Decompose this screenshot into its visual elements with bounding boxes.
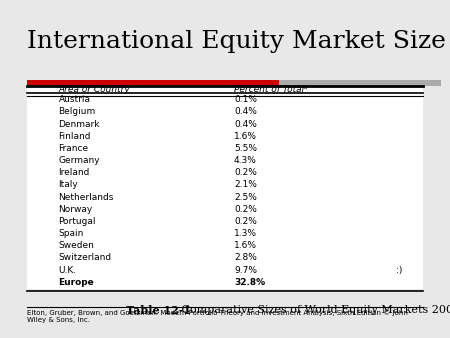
Text: 0.2%: 0.2% bbox=[234, 168, 257, 177]
Bar bbox=[27, 86, 423, 289]
Text: Europe: Europe bbox=[58, 278, 94, 287]
Text: Finland: Finland bbox=[58, 132, 91, 141]
Bar bbox=[279, 80, 441, 86]
Text: Sweden: Sweden bbox=[58, 241, 94, 250]
Text: International Equity Market Size: International Equity Market Size bbox=[27, 30, 446, 53]
Text: 4.3%: 4.3% bbox=[234, 156, 257, 165]
Text: 5.5%: 5.5% bbox=[234, 144, 257, 153]
Text: 2.5%: 2.5% bbox=[234, 193, 257, 201]
Text: Austria: Austria bbox=[58, 95, 90, 104]
Text: Germany: Germany bbox=[58, 156, 100, 165]
Text: U.K.: U.K. bbox=[58, 266, 76, 274]
Text: 0.4%: 0.4% bbox=[234, 107, 257, 116]
Text: Elton, Gruber, Brown, and Goetzman: Modern Portfolio Theory and Investment Analy: Elton, Gruber, Brown, and Goetzman: Mode… bbox=[27, 310, 408, 323]
Text: Area or Country: Area or Country bbox=[58, 86, 130, 94]
Text: 0.2%: 0.2% bbox=[234, 205, 257, 214]
Text: Denmark: Denmark bbox=[58, 120, 100, 128]
Text: 2.1%: 2.1% bbox=[234, 180, 257, 189]
Text: Netherlands: Netherlands bbox=[58, 193, 114, 201]
Text: 2.8%: 2.8% bbox=[234, 254, 257, 262]
Text: 0.1%: 0.1% bbox=[234, 95, 257, 104]
Text: Portugal: Portugal bbox=[58, 217, 96, 226]
Text: Comparative Sizes of World Equity Markets 2000: Comparative Sizes of World Equity Market… bbox=[178, 305, 450, 315]
Text: Italy: Italy bbox=[58, 180, 78, 189]
Text: :): :) bbox=[396, 266, 402, 274]
Text: Norway: Norway bbox=[58, 205, 93, 214]
Text: 1.6%: 1.6% bbox=[234, 241, 257, 250]
Text: Percent of Totalᵃ: Percent of Totalᵃ bbox=[234, 86, 308, 94]
Text: 1.6%: 1.6% bbox=[234, 132, 257, 141]
Text: France: France bbox=[58, 144, 89, 153]
Text: Belgium: Belgium bbox=[58, 107, 96, 116]
Text: Ireland: Ireland bbox=[58, 168, 90, 177]
Text: Switzerland: Switzerland bbox=[58, 254, 112, 262]
Text: 1.3%: 1.3% bbox=[234, 229, 257, 238]
Text: Spain: Spain bbox=[58, 229, 84, 238]
Text: 0.4%: 0.4% bbox=[234, 120, 257, 128]
Text: Table 12-1: Table 12-1 bbox=[126, 305, 191, 316]
Text: 9.7%: 9.7% bbox=[234, 266, 257, 274]
Text: 32.8%: 32.8% bbox=[234, 278, 265, 287]
Bar bbox=[27, 80, 279, 86]
Text: 0.2%: 0.2% bbox=[234, 217, 257, 226]
